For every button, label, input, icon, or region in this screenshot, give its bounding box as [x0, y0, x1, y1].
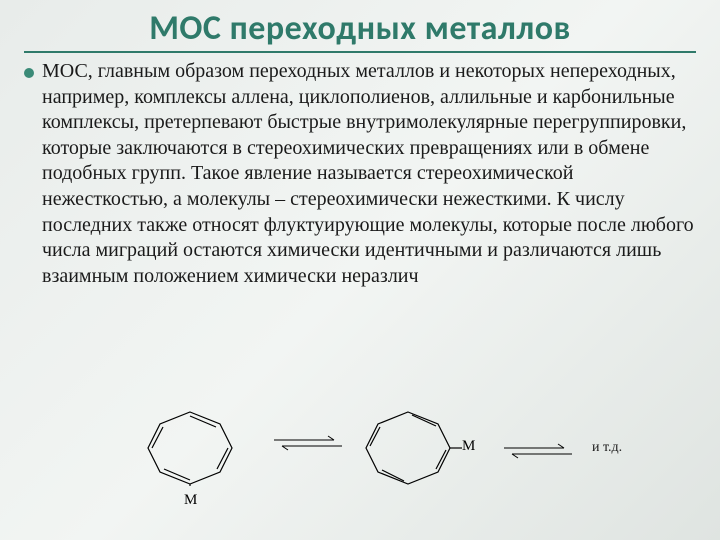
etc-text: и т.д.: [592, 440, 622, 456]
cyclooctatetraene-ring-1: M: [140, 406, 260, 506]
equilibrium-arrows-1: [268, 434, 348, 454]
equilibrium-arrows-2: [498, 442, 578, 462]
ring-svg: [358, 406, 468, 486]
arrow-svg: [268, 434, 348, 454]
metal-label-1: M: [184, 492, 197, 509]
slide: МОС переходных металлов МОС, главным обр…: [0, 0, 720, 540]
metal-label-2: M: [462, 438, 475, 455]
arrow-svg: [498, 442, 578, 462]
reaction-diagram: M: [140, 406, 660, 516]
slide-title: МОС переходных металлов: [24, 8, 696, 53]
ring-svg: [140, 406, 240, 486]
bullet-icon: [24, 68, 34, 78]
body-text: МОС, главным образом переходных металлов…: [42, 59, 696, 289]
body-row: МОС, главным образом переходных металлов…: [24, 59, 696, 289]
cyclooctatetraene-ring-2: M: [358, 406, 478, 506]
